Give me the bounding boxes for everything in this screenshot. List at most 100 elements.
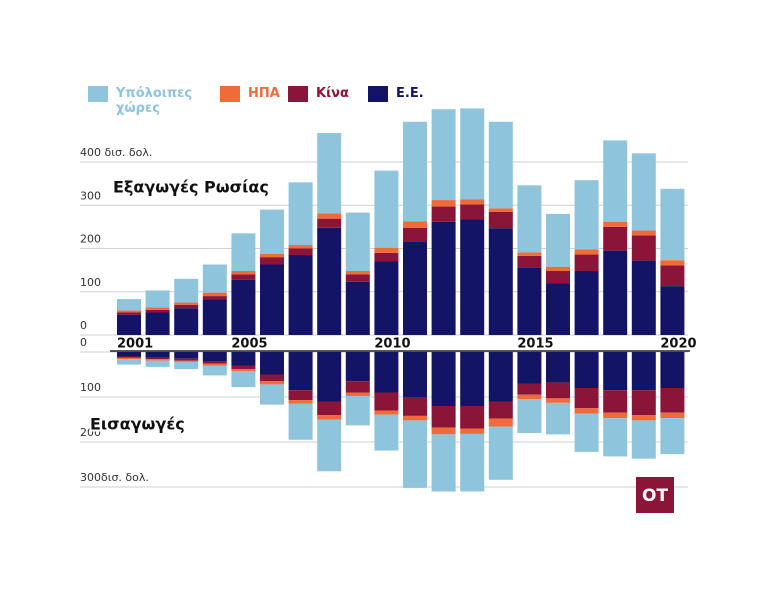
bar-segment xyxy=(117,357,141,360)
bar-segment xyxy=(202,352,227,361)
y-tick-label: 100 xyxy=(80,276,101,289)
bar-segment xyxy=(260,352,284,375)
bar-segment xyxy=(431,109,456,201)
legend-swatch xyxy=(288,86,308,102)
bar-segment xyxy=(660,265,685,287)
legend-swatch xyxy=(368,86,388,102)
bar-segment xyxy=(117,299,141,311)
bar-segment xyxy=(345,381,370,393)
bar-segment xyxy=(403,227,427,243)
bar-segment xyxy=(460,204,485,220)
panel-title: Εισαγωγές xyxy=(90,415,185,434)
bar-segment xyxy=(517,352,542,384)
bar-segment xyxy=(117,356,141,358)
legend-swatch xyxy=(88,86,108,102)
bar-segment xyxy=(345,392,370,397)
bar-segment xyxy=(546,266,570,271)
bar-segment xyxy=(574,408,599,414)
bar-segment xyxy=(660,286,685,335)
bar-segment xyxy=(546,270,570,284)
bar-segment xyxy=(174,358,199,361)
bar-segment xyxy=(260,384,284,405)
x-tick-label: 2005 xyxy=(231,337,267,352)
bar-segment xyxy=(603,390,628,413)
bar-segment xyxy=(117,310,141,313)
bar-segment xyxy=(660,388,685,413)
bar-segment xyxy=(574,270,599,335)
bar-segment xyxy=(174,302,199,305)
bar-segment xyxy=(231,233,256,271)
legend-label: Κίνα xyxy=(316,86,349,101)
bar-segment xyxy=(202,365,227,376)
legend-swatch xyxy=(220,86,240,102)
bar-segment xyxy=(317,419,342,472)
bar-segment xyxy=(546,402,570,435)
bar-segment xyxy=(460,108,485,200)
bar-segment xyxy=(517,255,542,268)
bar-segment xyxy=(574,388,599,409)
bar-segment xyxy=(403,221,427,228)
bar-segment xyxy=(202,361,227,364)
bar-segment xyxy=(660,352,685,388)
bar-segment xyxy=(231,371,256,388)
bar-segment xyxy=(345,212,370,271)
y-tick-label: 400 δισ. δολ. xyxy=(80,146,152,159)
bar-segment xyxy=(231,279,256,335)
bar-segment xyxy=(231,274,256,280)
y-tick-label: 0 xyxy=(80,336,87,349)
bar-segment xyxy=(374,410,399,415)
bar-segment xyxy=(317,401,342,415)
bar-segment xyxy=(460,352,485,406)
logo-text: OT xyxy=(642,486,668,506)
bar-segment xyxy=(403,415,427,421)
bar-segment xyxy=(488,352,513,402)
bar-segment xyxy=(374,247,399,253)
bar-segment xyxy=(574,254,599,271)
y-tick-label: 100 xyxy=(80,381,101,394)
legend-item: Ε.Ε. xyxy=(368,86,456,102)
bar-segment xyxy=(374,352,399,393)
bar-segment xyxy=(546,352,570,383)
bar-segment xyxy=(174,360,199,362)
bar-segment xyxy=(317,133,342,214)
bar-segment xyxy=(517,267,542,335)
bar-segment xyxy=(374,392,399,411)
bar-segment xyxy=(288,245,313,249)
bar-segment xyxy=(260,264,284,335)
bar-segment xyxy=(145,352,170,358)
bar-segment xyxy=(431,200,456,207)
bar-segment xyxy=(202,264,227,293)
bar-segment xyxy=(403,397,427,416)
bar-segment xyxy=(631,230,656,236)
bar-segment xyxy=(231,369,256,372)
bar-segment xyxy=(260,381,284,385)
bar-segment xyxy=(174,304,199,309)
bar-segment xyxy=(460,199,485,205)
bar-segment xyxy=(403,420,427,488)
bar-segment xyxy=(145,360,170,367)
bar-segment xyxy=(631,352,656,391)
bar-segment xyxy=(345,270,370,275)
x-tick-label: 2015 xyxy=(517,337,553,352)
x-tick-label: 2010 xyxy=(374,337,410,352)
panel-title: Εξαγωγές Ρωσίας xyxy=(113,178,269,197)
bar-segment xyxy=(260,374,284,382)
bar-segment xyxy=(603,250,628,335)
bar-segment xyxy=(603,418,628,457)
bar-segment xyxy=(145,290,170,308)
bar-segment xyxy=(517,394,542,400)
bar-segment xyxy=(288,400,313,404)
bar-segment xyxy=(660,418,685,455)
bar-segment xyxy=(288,182,313,246)
bar-segment xyxy=(174,308,199,335)
bar-segment xyxy=(345,396,370,426)
bar-segment xyxy=(631,420,656,459)
bar-segment xyxy=(517,399,542,433)
bar-segment xyxy=(231,352,256,366)
logo-box xyxy=(636,477,674,513)
y-tick-label: 0 xyxy=(80,319,87,332)
bar-segment xyxy=(374,261,399,335)
legend-label: Ε.Ε. xyxy=(396,86,424,101)
